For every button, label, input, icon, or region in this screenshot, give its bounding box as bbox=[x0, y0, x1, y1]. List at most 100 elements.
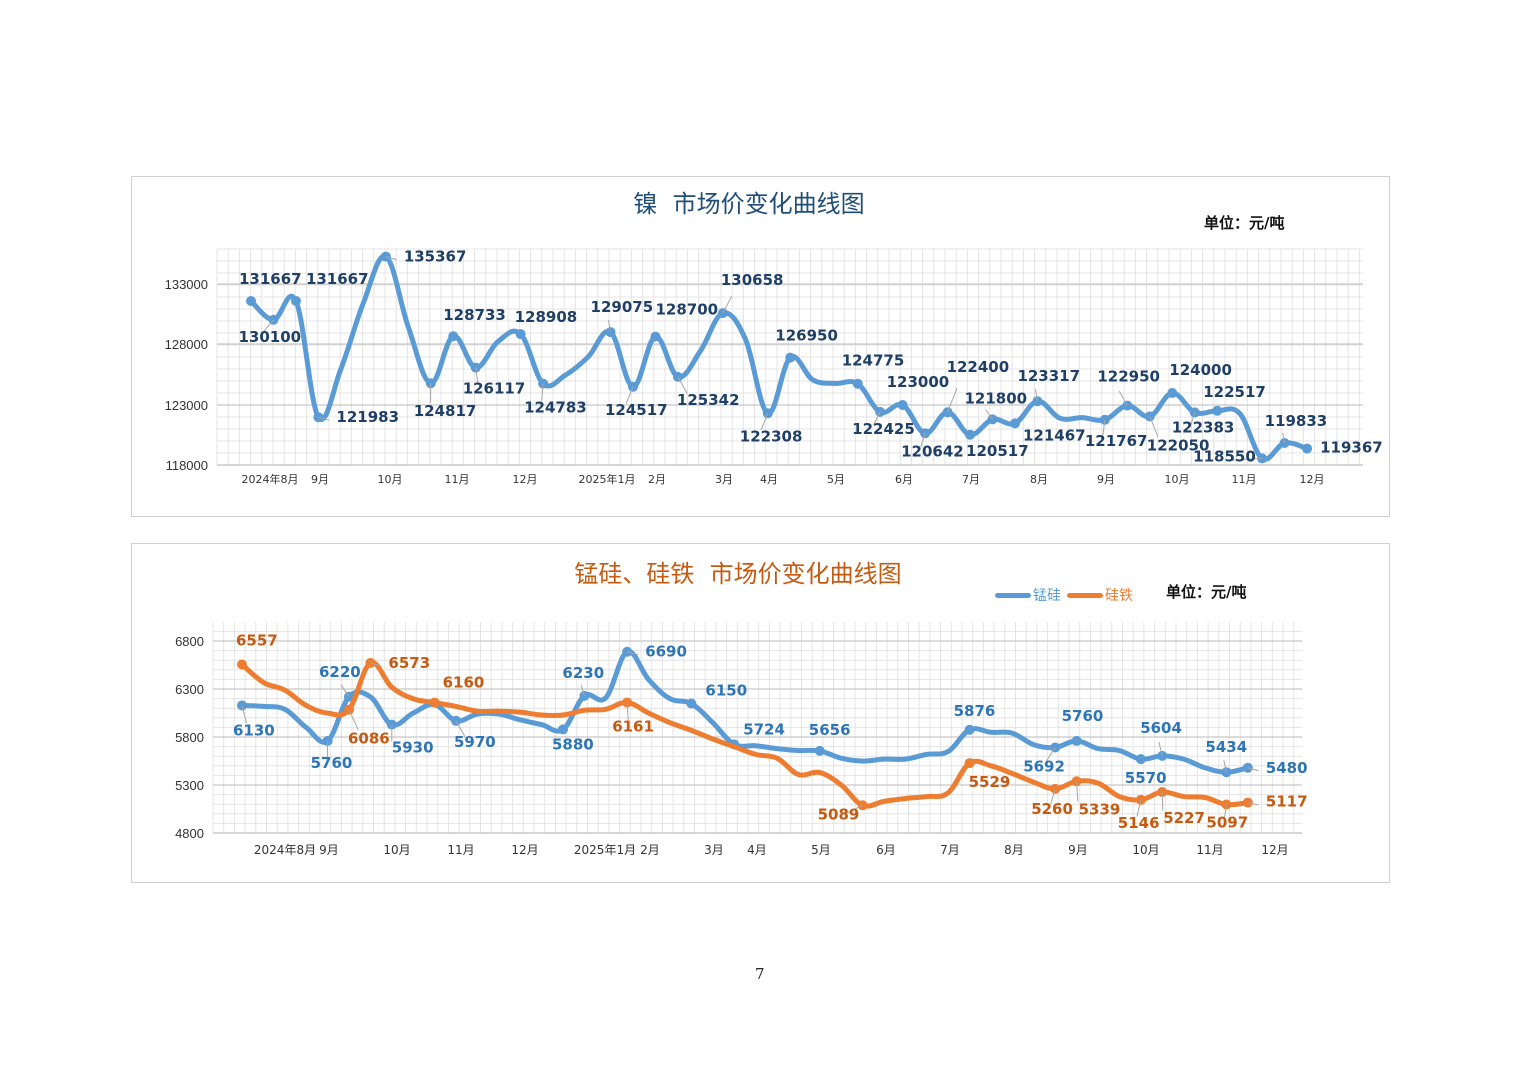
data-point-marker bbox=[429, 697, 440, 708]
label-leader-line bbox=[985, 409, 993, 420]
legend-label-fesi: 硅铁 bbox=[1105, 588, 1133, 604]
data-label: 122400 bbox=[947, 358, 1010, 376]
data-label: 124783 bbox=[524, 399, 587, 417]
label-leader-line bbox=[1247, 767, 1259, 772]
y-tick-label: 4800 bbox=[175, 826, 204, 841]
label-leader-line bbox=[348, 709, 359, 731]
data-label: 5089 bbox=[818, 805, 860, 823]
x-tick-label: 3月 bbox=[704, 843, 724, 857]
data-label: 121767 bbox=[1085, 432, 1148, 450]
label-leader-line bbox=[455, 720, 466, 737]
data-point-marker bbox=[897, 400, 908, 410]
data-label: 130100 bbox=[238, 328, 301, 346]
data-label: 6161 bbox=[612, 717, 654, 735]
data-label: 5529 bbox=[969, 773, 1011, 791]
x-tick-label: 11月 bbox=[445, 473, 470, 486]
nickel-chart-title: 镍 市场价变化曲线图 bbox=[633, 190, 865, 218]
label-leader-line bbox=[1102, 419, 1106, 436]
x-tick-label: 10月 bbox=[378, 473, 403, 486]
x-tick-label: 9月 bbox=[1068, 843, 1088, 857]
data-label: 5604 bbox=[1140, 719, 1182, 737]
data-label: 5260 bbox=[1031, 800, 1073, 818]
data-point-marker bbox=[785, 352, 796, 363]
data-label: 124517 bbox=[605, 401, 668, 419]
data-label: 5480 bbox=[1266, 759, 1308, 777]
label-leader-line bbox=[1034, 389, 1038, 402]
data-label: 128700 bbox=[655, 301, 718, 319]
x-tick-label: 5月 bbox=[827, 473, 845, 486]
data-point-marker bbox=[650, 331, 661, 342]
x-tick-label: 6月 bbox=[895, 473, 913, 486]
data-label: 128733 bbox=[443, 306, 506, 324]
data-label: 121800 bbox=[965, 389, 1028, 407]
x-tick-label: 11月 bbox=[1196, 843, 1223, 857]
data-label: 125342 bbox=[677, 391, 740, 409]
x-tick-label: 12月 bbox=[1300, 473, 1325, 486]
data-label: 118550 bbox=[1193, 447, 1256, 465]
data-label: 5880 bbox=[552, 735, 594, 753]
data-point-marker bbox=[1071, 735, 1082, 746]
data-point-marker bbox=[686, 698, 697, 709]
label-leader-line bbox=[1158, 741, 1163, 757]
label-leader-line bbox=[1223, 804, 1227, 819]
data-label: 5970 bbox=[454, 733, 496, 751]
data-label: 6086 bbox=[348, 730, 390, 748]
data-label: 5760 bbox=[1062, 707, 1104, 725]
data-label: 122425 bbox=[852, 420, 915, 438]
label-leader-line bbox=[1161, 792, 1164, 811]
label-leader-line bbox=[608, 320, 612, 333]
data-label: 120517 bbox=[966, 442, 1029, 460]
data-label: 5146 bbox=[1118, 814, 1160, 832]
data-label: 131667 bbox=[239, 270, 302, 288]
data-label: 121467 bbox=[1023, 426, 1086, 444]
y-tick-label: 123000 bbox=[165, 398, 208, 413]
data-label: 5656 bbox=[809, 721, 851, 739]
x-tick-label: 12月 bbox=[1261, 843, 1288, 857]
mnsi-fesi-chart-title: 锰硅、硅铁 市场价变化曲线图 bbox=[574, 560, 902, 588]
label-leader-line bbox=[340, 684, 350, 698]
label-leader-line bbox=[677, 376, 688, 394]
label-leader-line bbox=[722, 296, 733, 314]
x-tick-label: 2025年1月 bbox=[579, 472, 636, 486]
label-leader-line bbox=[1136, 799, 1142, 817]
x-tick-label: 2月 bbox=[648, 473, 666, 486]
data-label: 131667 bbox=[306, 270, 369, 288]
data-label: 5434 bbox=[1205, 738, 1247, 756]
data-label: 5117 bbox=[1266, 793, 1308, 811]
label-leader-line bbox=[625, 386, 634, 404]
data-point-marker bbox=[558, 724, 568, 735]
data-label: 124775 bbox=[842, 352, 905, 370]
data-point-marker bbox=[852, 378, 863, 389]
x-tick-label: 7月 bbox=[962, 473, 980, 486]
label-leader-line bbox=[1050, 788, 1056, 805]
data-label: 6150 bbox=[705, 682, 747, 700]
label-leader-line bbox=[541, 383, 544, 402]
data-label: 120642 bbox=[901, 442, 964, 460]
x-tick-label: 8月 bbox=[1030, 473, 1048, 486]
x-tick-label: 12月 bbox=[511, 843, 538, 857]
x-tick-label: 2025年1月 bbox=[574, 843, 636, 857]
data-point-marker bbox=[290, 295, 301, 306]
label-leader-line bbox=[1223, 760, 1227, 773]
data-label: 126117 bbox=[463, 380, 526, 398]
data-label: 5724 bbox=[743, 720, 785, 738]
data-label: 6573 bbox=[388, 654, 430, 672]
data-point-marker bbox=[1167, 388, 1178, 398]
label-leader-line bbox=[845, 804, 863, 815]
data-point-marker bbox=[1135, 754, 1146, 765]
data-label: 5227 bbox=[1163, 809, 1205, 827]
y-tick-label: 128000 bbox=[165, 337, 208, 352]
label-leader-line bbox=[1190, 412, 1196, 425]
legend-swatch-mnsi bbox=[995, 592, 1031, 598]
data-point-marker bbox=[1212, 405, 1223, 416]
label-leader-line bbox=[760, 413, 769, 431]
data-label: 119367 bbox=[1320, 439, 1383, 457]
y-tick-label: 6800 bbox=[175, 634, 204, 649]
label-leader-line bbox=[241, 705, 248, 724]
data-label: 123317 bbox=[1017, 367, 1080, 385]
y-tick-label: 5800 bbox=[175, 730, 204, 745]
label-leader-line bbox=[1149, 416, 1159, 437]
data-label: 5692 bbox=[1023, 757, 1065, 775]
x-tick-label: 2024年8月 bbox=[254, 843, 316, 857]
